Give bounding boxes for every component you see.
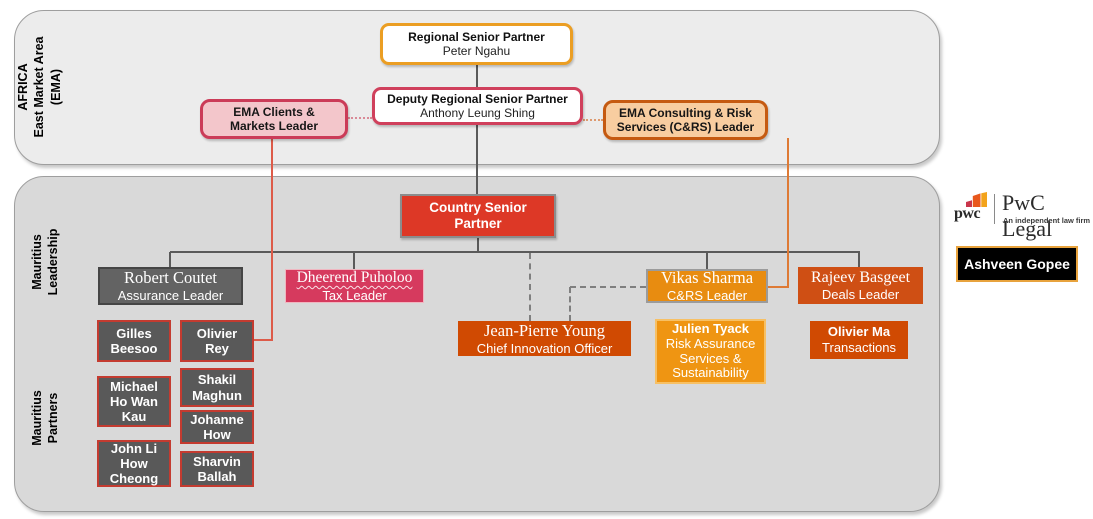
partner-box: Johanne How: [180, 410, 254, 444]
node-ema-clients-markets-leader: EMA Clients & Markets Leader: [200, 99, 348, 139]
partner-box: Sharvin Ballah: [180, 451, 254, 487]
node-regional-senior-partner: Regional Senior Partner Peter Ngahu: [380, 23, 573, 65]
node-ema-consulting-risk-leader: EMA Consulting & Risk Services (C&RS) Le…: [603, 100, 768, 140]
node-person: Jean-Pierre Young: [484, 320, 605, 340]
partner-box: John Li How Cheong: [97, 440, 171, 487]
partner-box: Gilles Beesoo: [97, 320, 171, 362]
node-country-senior-partner: Country Senior Partner: [400, 194, 556, 238]
node-risk-assurance-sustainability: Julien Tyack Risk Assurance Services & S…: [655, 319, 766, 384]
connector-drop-assurance: [169, 252, 171, 267]
node-role: Transactions: [822, 340, 896, 355]
node-person: Robert Coutet: [123, 268, 218, 288]
node-person: Anthony Leung Shing: [420, 106, 535, 120]
node-tax-leader: Dheerend Puholoo Tax Leader: [285, 269, 424, 303]
node-transactions: Olivier Ma Transactions: [810, 321, 908, 359]
connector-drop-deals: [858, 252, 860, 267]
connector-drop-crs: [706, 252, 708, 269]
node-role: C&RS Leader: [666, 288, 748, 304]
node-title: Regional Senior Partner: [408, 29, 545, 44]
pwc-flame-icon: [966, 192, 987, 207]
node-deputy-regional-senior-partner: Deputy Regional Senior Partner Anthony L…: [372, 87, 583, 125]
rail-label-mauritius-leadership: Mauritius Leadership: [30, 228, 61, 296]
connector-regional-deputy: [476, 65, 478, 87]
node-role: Risk Assurance Services & Sustainability: [665, 335, 756, 381]
connector-dashed-vikas-h: [570, 286, 646, 288]
node-role: Deals Leader: [821, 287, 900, 303]
partner-box: Michael Ho Wan Kau: [97, 376, 171, 427]
node-role: Tax Leader: [322, 287, 387, 303]
connector-clients-olivier-rey-h: [254, 339, 273, 341]
node-role: Assurance Leader: [117, 288, 224, 304]
connector-dotted-deputy-crs: [583, 119, 603, 121]
rail-label-africa-ema: AFRICA East Market Area (EMA): [16, 36, 63, 138]
node-title: Deputy Regional Senior Partner: [387, 91, 568, 106]
node-deals-leader: Rajeev Basgeet Deals Leader: [798, 267, 923, 304]
connector-deputy-country: [476, 125, 478, 194]
pwc-legal-wordmark: PwC Legal: [1002, 190, 1053, 241]
rail-label-mauritius-partners: Mauritius Partners: [30, 390, 61, 446]
node-person: Rajeev Basgeet: [810, 269, 911, 287]
partner-box: Shakil Maghun: [180, 368, 254, 407]
node-person: Vikas Sharma: [660, 268, 754, 288]
pwc-wordmark: pwc: [954, 205, 981, 222]
node-role: Chief Innovation Officer: [476, 340, 613, 356]
logo-divider: [994, 194, 995, 224]
node-person: Julien Tyack: [671, 320, 750, 336]
node-chief-innovation-officer: Jean-Pierre Young Chief Innovation Offic…: [458, 321, 631, 356]
connector-dotted-clients-deputy: [348, 117, 372, 119]
node-legal-partner: Ashveen Gopee: [956, 246, 1078, 282]
node-crs-leader: Vikas Sharma C&RS Leader: [646, 268, 768, 304]
pwc-legal-logo: pwc PwC Legal An independent law firm: [950, 190, 1092, 241]
connector-dashed-country-innovation: [529, 253, 531, 321]
connector-drop-tax: [353, 252, 355, 269]
node-person: Peter Ngahu: [442, 44, 511, 58]
node-person: Olivier Ma: [827, 324, 891, 340]
pwc-legal-tagline: An independent law firm: [1003, 216, 1091, 225]
connector-emacrs-vikas-v: [787, 138, 789, 288]
partner-box: Olivier Rey: [180, 320, 254, 362]
connector-clients-olivier-rey-v: [271, 139, 273, 341]
node-assurance-leader: Robert Coutet Assurance Leader: [98, 267, 243, 305]
connector-leaders-bus: [170, 251, 860, 253]
connector-dashed-vikas-innovation: [569, 287, 571, 321]
connector-emacrs-vikas-h: [768, 286, 789, 288]
connector-country-stem: [477, 238, 479, 252]
node-person: Dheerend Puholoo: [296, 268, 413, 286]
